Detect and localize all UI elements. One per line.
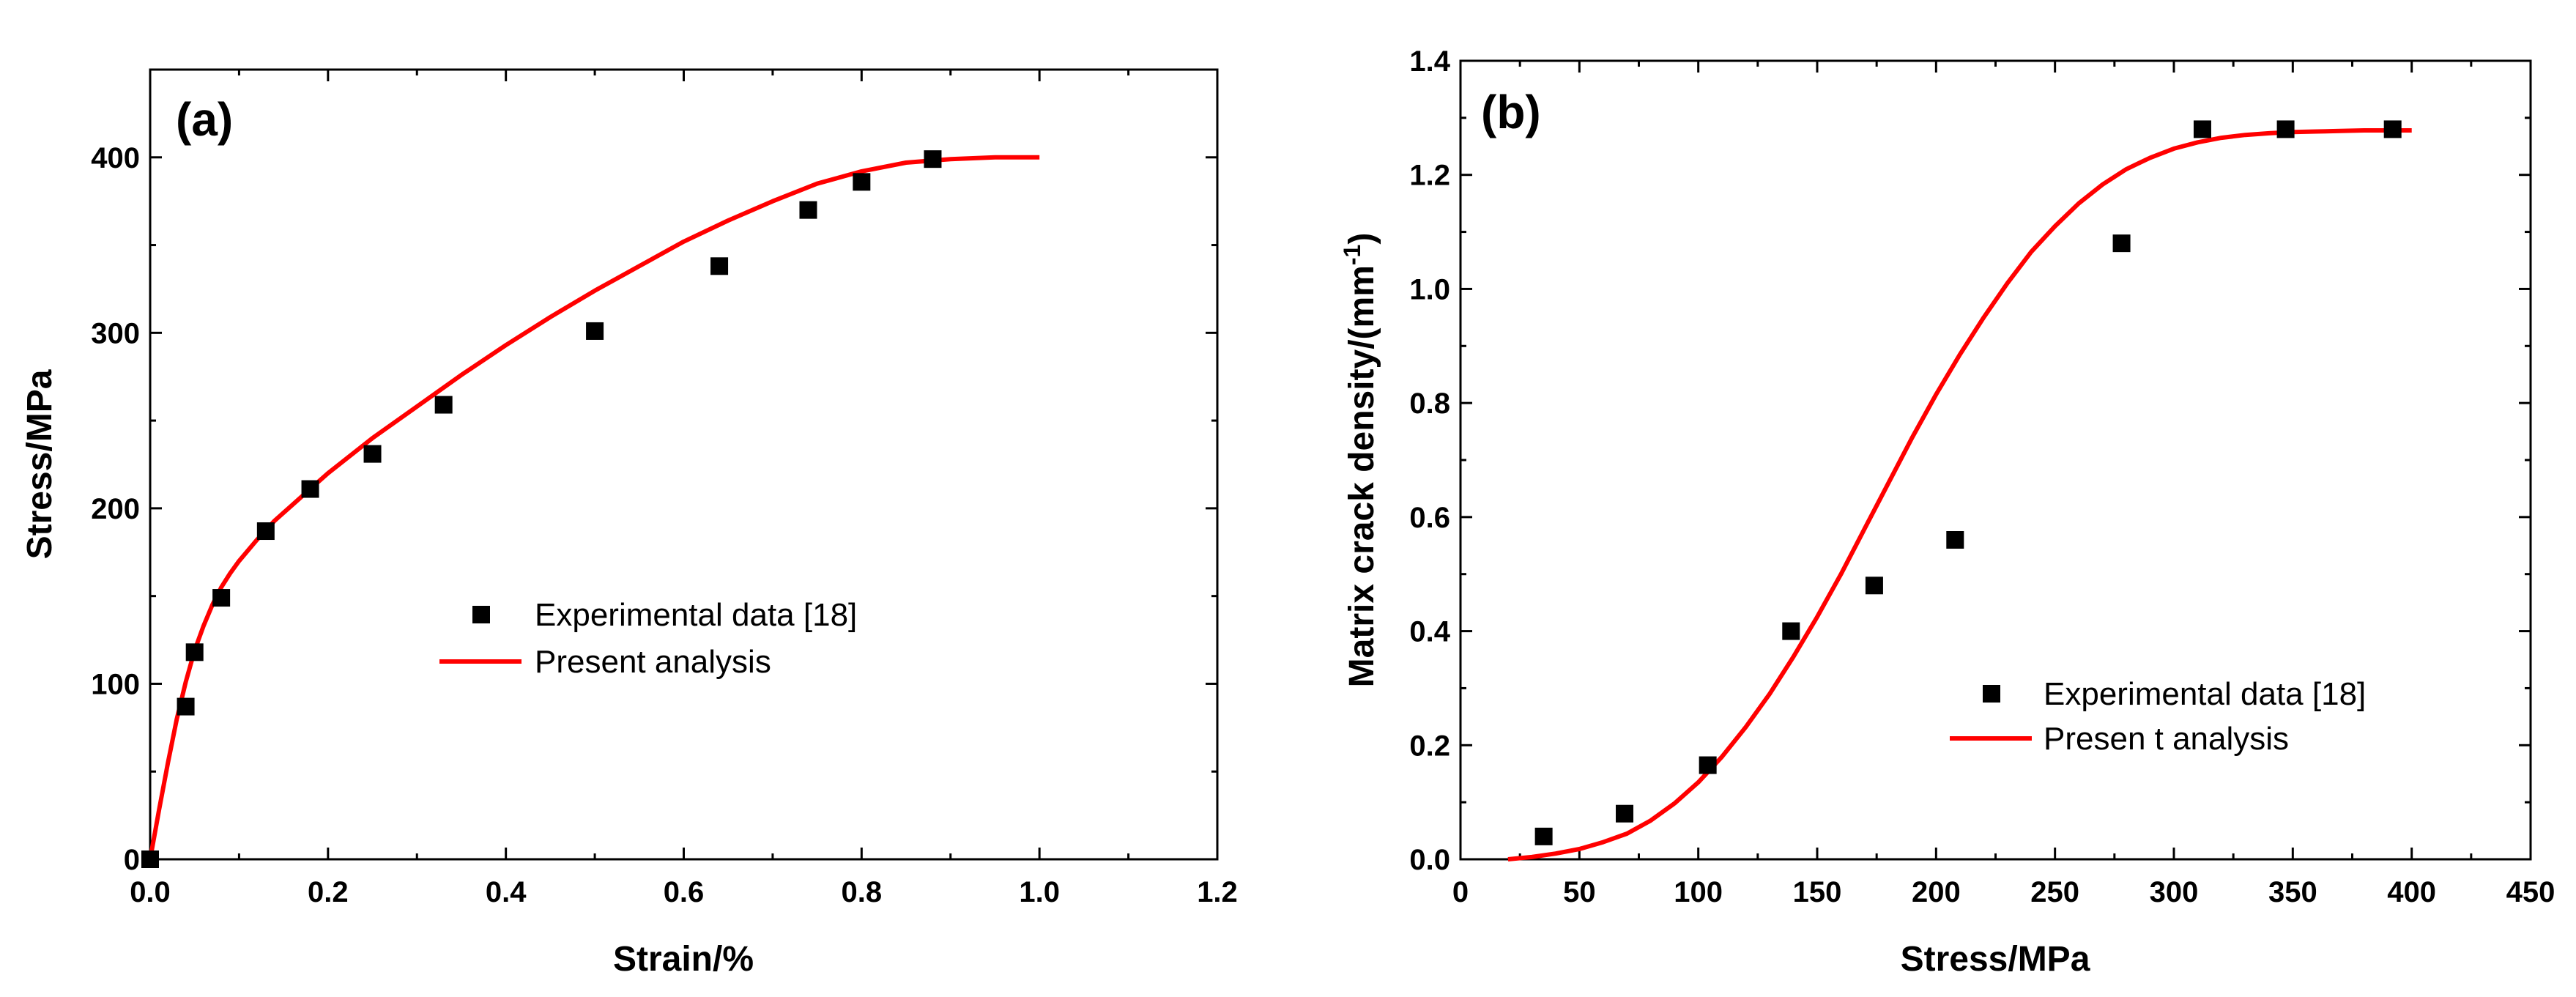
chart-b-y-axis-title: Matrix crack density/(mm-1) — [1339, 233, 1381, 688]
chart-a-data-point — [177, 697, 195, 716]
chart-a-y-axis-title: Stress/MPa — [21, 369, 59, 559]
chart-b-y-tick-label: 1.2 — [1409, 160, 1450, 192]
chart-a-data-point — [212, 589, 231, 607]
chart-a-line-series — [148, 155, 1040, 860]
chart-b-y-tick-label: 1.0 — [1409, 273, 1450, 305]
chart-a-legend-label-experimental: Experimental data [18] — [535, 597, 857, 633]
chart-a-legend-label-analysis: Present analysis — [535, 644, 771, 680]
chart-b-x-tick-label: 200 — [1912, 876, 1961, 908]
chart-b-x-tick-label: 0 — [1452, 876, 1469, 908]
chart-b-data-point — [1699, 756, 1717, 774]
chart-b-marker-series — [1534, 120, 2402, 845]
chart-a-x-axis-title: Strain/% — [613, 940, 754, 979]
chart-b-legend-label-analysis: Presen t analysis — [2044, 721, 2289, 757]
chart-a-y-tick-label: 100 — [91, 668, 140, 700]
chart-b-data-point — [1946, 531, 1964, 549]
chart-b-y-tick-label: 0.2 — [1409, 730, 1450, 762]
chart-a-x-tick-label: 0.8 — [842, 876, 883, 908]
chart-a-data-point — [363, 445, 382, 463]
chart-a-marker-series — [141, 150, 942, 868]
chart-a-data-point — [853, 173, 871, 191]
chart-a: 0.0 0.2 0.4 0.6 0.8 1.0 1.2 0 100 200 300 400 (a) S… — [21, 68, 1238, 979]
chart-b-x-tick-label: 300 — [2150, 876, 2199, 908]
chart-b-x-tick-label: 450 — [2506, 876, 2555, 908]
chart-b-tick-labels: 0 50 100 150 200 250 300 350 400 450 0.0 0.2 0.4 0.6 0… — [1409, 45, 2555, 908]
chart-a-y-tick-label: 200 — [91, 493, 140, 525]
chart-a-data-point — [141, 850, 159, 868]
chart-b-line-series — [1507, 128, 2412, 861]
chart-b-data-point — [1782, 622, 1800, 640]
chart-b-y-axis-title-superscript: -1 — [1339, 245, 1365, 265]
chart-a-data-point — [185, 643, 204, 661]
chart-b-data-point — [2276, 120, 2295, 138]
chart-b-analysis-line — [1507, 128, 2412, 861]
chart-b-x-tick-label: 250 — [2030, 876, 2079, 908]
chart-b-panel-label: (b) — [1481, 86, 1541, 138]
chart-b-legend: Experimental data [18] Presen t analysis — [1950, 676, 2366, 757]
chart-a-data-point — [301, 480, 319, 498]
chart-b-y-axis-title-main: Matrix crack density/(mm — [1343, 265, 1381, 687]
chart-a-y-tick-label: 400 — [91, 142, 140, 174]
chart-a-legend: Experimental data [18] Present analysis — [439, 597, 857, 680]
chart-b-data-point — [2383, 120, 2402, 138]
chart-a-data-point — [256, 522, 275, 541]
chart-b-y-tick-label: 0.6 — [1409, 502, 1450, 534]
chart-a-x-tick-label: 0.6 — [664, 876, 705, 908]
chart-a-analysis-line — [148, 155, 1040, 860]
chart-a-data-point — [924, 150, 942, 168]
chart-b-y-tick-label: 0.0 — [1409, 844, 1450, 876]
chart-b-y-tick-label: 0.4 — [1409, 616, 1450, 648]
chart-a-data-point — [710, 257, 729, 275]
chart-a-x-tick-label: 1.2 — [1197, 876, 1238, 908]
chart-a-panel-label: (a) — [176, 93, 233, 146]
chart-b: 0 50 100 150 200 250 300 350 400 450 0.0 0.2 0.4 0.6 0… — [1339, 45, 2555, 979]
chart-a-tick-labels: 0.0 0.2 0.4 0.6 0.8 1.0 1.2 0 100 200 300 400 — [91, 142, 1238, 908]
chart-b-legend-label-experimental: Experimental data [18] — [2044, 676, 2366, 712]
chart-a-plot-frame — [149, 68, 1219, 861]
chart-a-data-point — [586, 322, 604, 340]
chart-b-data-point — [2193, 120, 2211, 138]
chart-b-y-axis-title-suffix: ) — [1343, 233, 1381, 245]
chart-b-x-tick-label: 100 — [1674, 876, 1723, 908]
chart-b-legend-marker-swatch — [1983, 685, 2000, 703]
chart-a-x-tick-label: 0.0 — [130, 876, 171, 908]
chart-b-data-point — [1616, 804, 1634, 823]
chart-b-data-point — [2112, 234, 2131, 253]
chart-b-data-point — [1534, 827, 1553, 845]
chart-b-x-tick-label: 350 — [2268, 876, 2317, 908]
chart-b-x-tick-label: 400 — [2387, 876, 2436, 908]
chart-b-x-tick-label: 150 — [1793, 876, 1842, 908]
chart-a-x-tick-label: 0.2 — [308, 876, 349, 908]
chart-a-x-tick-label: 0.4 — [486, 876, 527, 908]
chart-a-legend-marker-swatch — [472, 606, 490, 623]
chart-a-y-tick-label: 300 — [91, 317, 140, 349]
chart-b-x-axis-title: Stress/MPa — [1901, 940, 2090, 979]
chart-a-data-point — [434, 396, 453, 414]
chart-b-y-tick-label: 0.8 — [1409, 388, 1450, 420]
chart-b-x-tick-label: 50 — [1563, 876, 1596, 908]
chart-b-y-tick-label: 1.4 — [1409, 45, 1450, 78]
chart-a-y-tick-label: 0 — [124, 844, 140, 876]
chart-a-data-point — [799, 201, 817, 219]
chart-b-data-point — [1865, 577, 1883, 595]
chart-a-x-tick-label: 1.0 — [1019, 876, 1060, 908]
chart-a-ticks — [149, 68, 1219, 861]
